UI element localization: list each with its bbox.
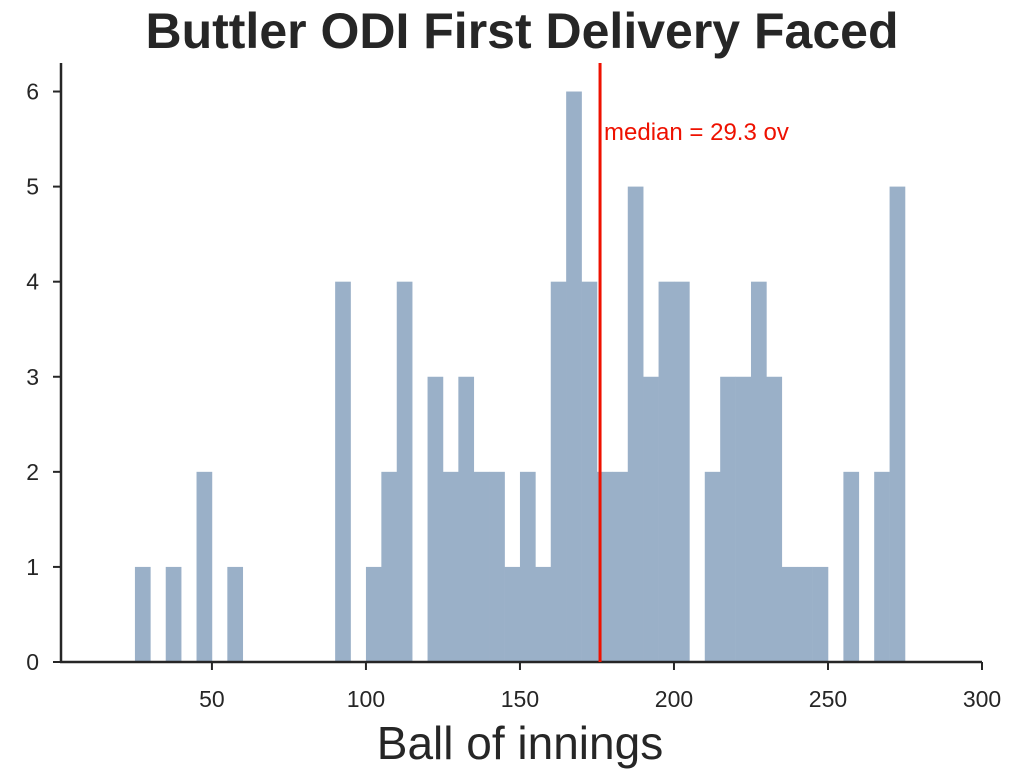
histogram-bar: [843, 471, 860, 662]
histogram-bar: [504, 566, 521, 662]
histogram-bar: [581, 281, 598, 662]
histogram-bar: [612, 471, 629, 662]
x-axis-label: Ball of innings: [376, 717, 664, 769]
y-tick-label: 3: [26, 364, 39, 390]
median-group: median = 29.3 ov: [598, 63, 789, 662]
histogram-bar: [781, 566, 798, 662]
histogram-bar: [227, 566, 244, 662]
histogram-bar: [704, 471, 721, 662]
histogram-bar: [335, 281, 351, 662]
histogram-bar: [658, 281, 675, 662]
histogram-bar: [889, 186, 906, 662]
histogram-bar: [550, 281, 567, 662]
histogram-bar: [643, 376, 659, 662]
histogram-bar: [396, 281, 413, 662]
x-tick-label: 250: [809, 686, 847, 712]
histogram-bar: [627, 186, 644, 662]
x-tick-label: 100: [347, 686, 385, 712]
y-tick-label: 5: [26, 174, 39, 200]
x-tick-label: 50: [199, 686, 225, 712]
histogram-bar: [750, 281, 767, 662]
histogram-bar: [720, 376, 736, 662]
histogram-bar: [473, 471, 490, 662]
histogram-bar: [196, 471, 213, 662]
x-tick-label: 300: [963, 686, 1001, 712]
histogram-bar: [365, 566, 382, 662]
histogram-bar: [458, 376, 475, 662]
histogram-bar: [489, 471, 505, 662]
histogram-bar: [673, 281, 690, 662]
x-tick-label: 200: [655, 686, 693, 712]
x-tick-label: 150: [501, 686, 539, 712]
histogram-bar: [735, 376, 752, 662]
histogram-bar: [427, 376, 444, 662]
y-tick-label: 1: [26, 554, 39, 580]
histogram-bar: [566, 91, 582, 662]
histogram-bar: [381, 471, 398, 662]
bars-group: [134, 91, 906, 662]
histogram-bar: [442, 471, 459, 662]
median-label: median = 29.3 ov: [604, 119, 789, 146]
y-tick-label: 2: [26, 459, 39, 485]
histogram-bar: [766, 376, 783, 662]
y-tick-label: 4: [26, 269, 39, 295]
histogram-bar: [797, 566, 813, 662]
y-tick-label: 0: [26, 649, 39, 675]
axes-group: 0 1 2 3 4 5 6 50 100 150 200 250 300: [26, 63, 1001, 712]
histogram-bar: [519, 471, 536, 662]
chart-title: Buttler ODI First Delivery Faced: [145, 3, 899, 59]
histogram-bar: [134, 566, 151, 662]
histogram-bar: [812, 566, 829, 662]
histogram-bar: [874, 471, 890, 662]
histogram-bar: [535, 566, 552, 662]
histogram-bar: [165, 566, 182, 662]
y-tick-label: 6: [26, 79, 39, 105]
